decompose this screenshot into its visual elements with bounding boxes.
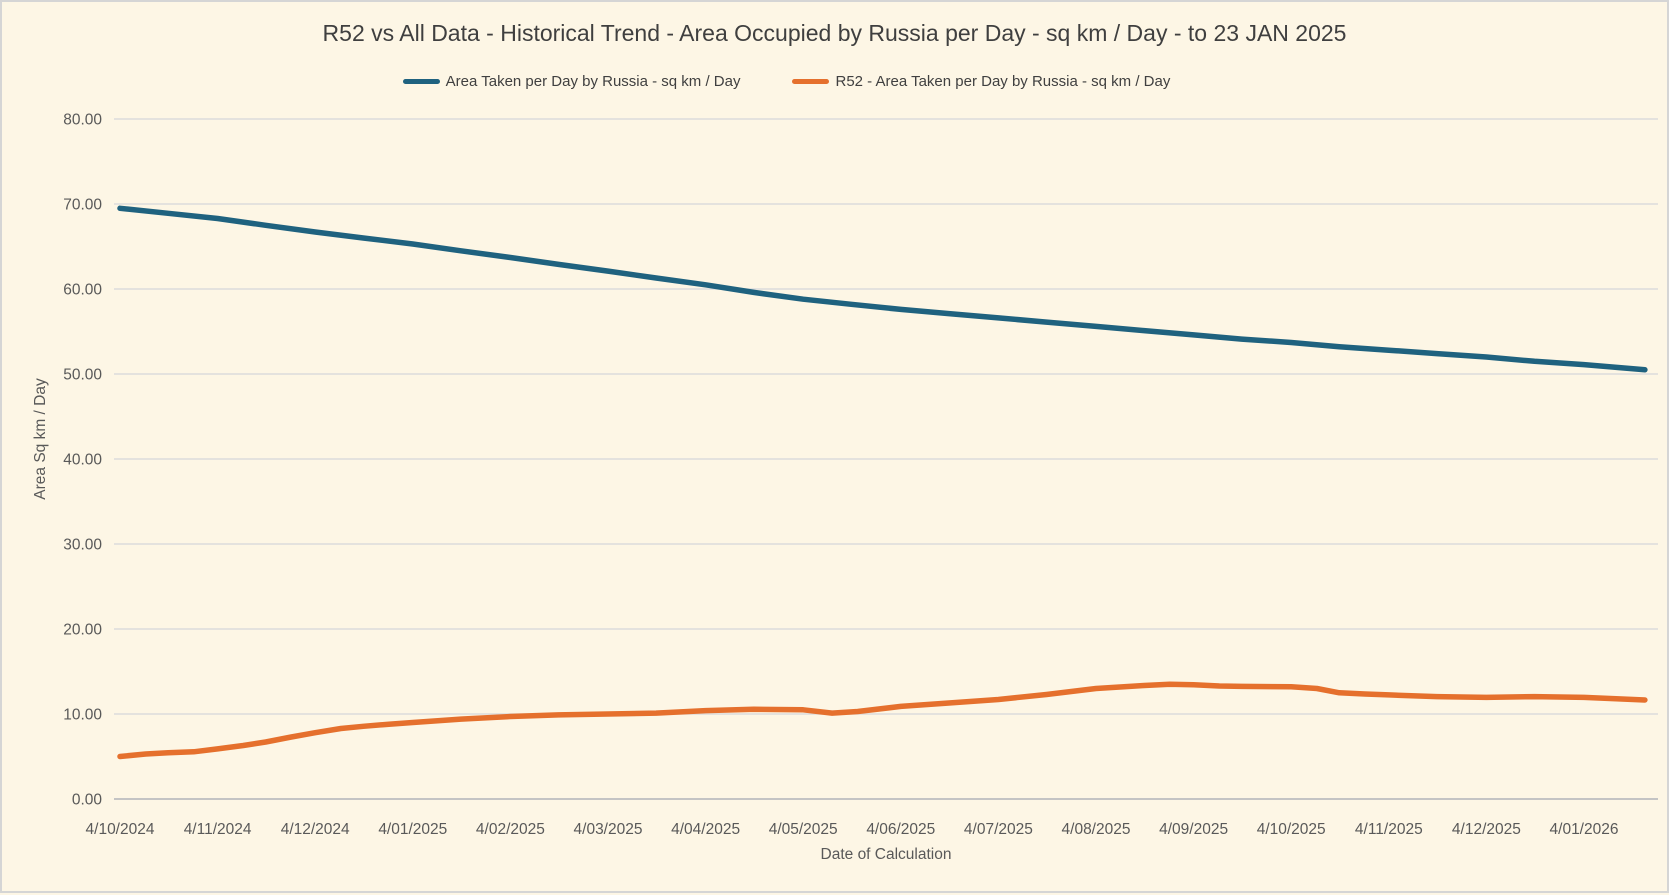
x-tick-label: 4/10/2025: [1257, 821, 1326, 838]
y-tick-label: 20.00: [63, 622, 102, 639]
y-tick-label: 50.00: [63, 367, 102, 384]
x-tick-label: 4/07/2025: [964, 821, 1033, 838]
legend-label-all-data: Area Taken per Day by Russia - sq km / D…: [445, 73, 741, 90]
legend-swatch-orange: [792, 79, 830, 84]
y-axis-title: Area Sq km / Day: [32, 378, 49, 500]
chart-title: R52 vs All Data - Historical Trend - Are…: [322, 20, 1347, 46]
chart-legend: Area Taken per Day by Russia - sq km / D…: [0, 73, 1619, 90]
y-tick-label: 60.00: [63, 282, 102, 299]
legend-item-all-data: Area Taken per Day by Russia - sq km / D…: [402, 73, 741, 90]
series-line-1: [117, 681, 1648, 760]
legend-item-r52: R52 - Area Taken per Day by Russia - sq …: [792, 73, 1170, 90]
y-tick-label: 70.00: [63, 197, 102, 214]
x-tick-label: 4/09/2025: [1159, 821, 1228, 838]
legend-label-r52: R52 - Area Taken per Day by Russia - sq …: [835, 73, 1171, 90]
x-tick-label: 4/03/2025: [574, 821, 643, 838]
x-axis-title: Date of Calculation: [820, 846, 952, 863]
x-tick-label: 4/04/2025: [671, 821, 740, 838]
y-tick-label: 40.00: [63, 452, 102, 469]
series-line-0: [117, 205, 1648, 373]
x-tick-label: 4/01/2025: [378, 821, 447, 838]
x-tick-label: 4/12/2024: [281, 821, 350, 838]
x-tick-label: 4/05/2025: [769, 821, 838, 838]
x-tick-label: 4/11/2025: [1355, 821, 1423, 838]
y-tick-label: 10.00: [63, 707, 102, 724]
y-tick-label: 30.00: [63, 537, 102, 554]
x-tick-label: 4/02/2025: [476, 821, 545, 838]
x-tick-label: 4/12/2025: [1452, 821, 1521, 838]
y-tick-label: 80.00: [63, 112, 102, 129]
y-tick-label: 0.00: [72, 792, 103, 809]
x-tick-label: 4/06/2025: [866, 821, 935, 838]
legend-swatch-blue: [402, 79, 440, 84]
x-tick-label: 4/11/2024: [184, 821, 252, 838]
x-tick-label: 4/08/2025: [1062, 821, 1131, 838]
x-tick-label: 4/01/2026: [1550, 821, 1619, 838]
x-tick-label: 4/10/2024: [86, 821, 155, 838]
